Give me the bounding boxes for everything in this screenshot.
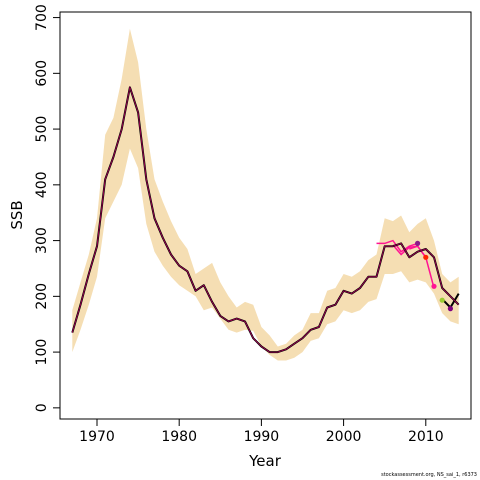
y-axis-title: SSB [8,200,26,229]
x-tick-label: 1990 [244,429,280,445]
y-tick-label: 600 [34,60,50,87]
plot-frame [59,11,472,420]
y-axis: 0 100 200 300 400 500 600 700 [34,4,60,412]
terminal-points [415,240,453,312]
terminal-point [431,283,437,289]
y-tick-label: 300 [34,227,50,254]
x-tick-label: 2000 [326,429,362,445]
terminal-point [447,306,453,312]
x-tick-label: 2010 [408,429,444,445]
terminal-point [423,254,429,260]
x-tick-label: 1970 [79,429,115,445]
retro-line [409,245,435,289]
terminal-point [415,240,421,246]
x-tick-label: 1980 [161,429,197,445]
y-tick-label: 500 [34,116,50,143]
footer-credit: stockassessment.org, NS_sai_1, r6373 [381,472,477,478]
confidence-band-area [72,28,459,361]
x-axis-title: Year [248,452,282,470]
x-axis: 1970 1980 1990 2000 2010 [79,419,444,445]
ssb-line-overlay [71,85,459,353]
confidence-band [72,28,459,361]
y-tick-label: 400 [34,171,50,198]
retro-line [376,239,418,253]
y-tick-label: 0 [34,403,50,412]
terminal-point [439,297,445,303]
y-tick-label: 200 [34,283,50,310]
y-tick-label: 100 [34,339,50,366]
y-tick-label: 700 [34,4,50,31]
